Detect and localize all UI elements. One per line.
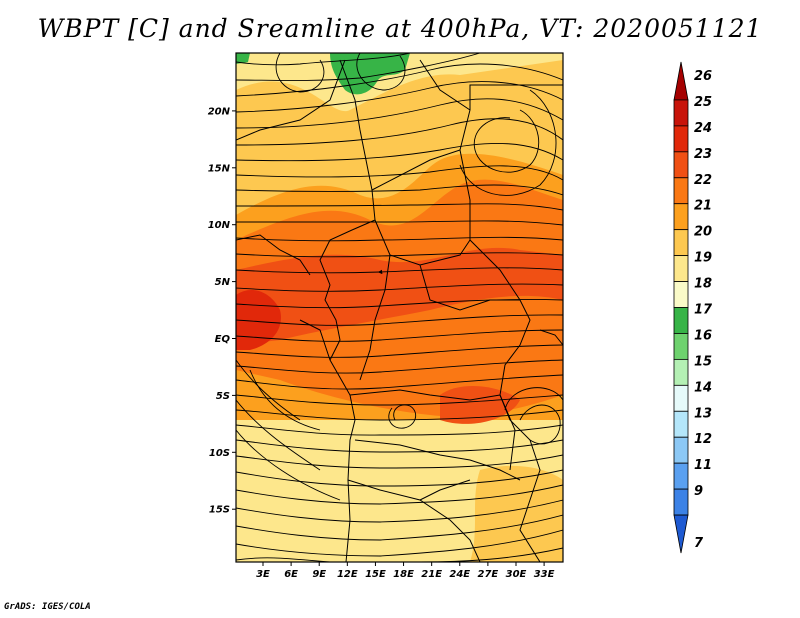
colorbar-swatch	[673, 151, 689, 179]
lon-tick-label: 27E	[478, 569, 499, 580]
colorbar-swatch	[673, 125, 689, 153]
colorbar-label: 11	[694, 458, 712, 473]
colorbar-label: 22	[694, 173, 712, 188]
colorbar-label: 16	[694, 328, 712, 343]
colorbar-swatch	[673, 203, 689, 231]
colorbar-swatch	[673, 177, 689, 205]
lat-tick-label: 20N	[208, 106, 231, 117]
colorbar-swatch	[673, 462, 689, 490]
colorbar-label: 12	[694, 432, 712, 447]
lon-tick-label: 9E	[312, 569, 326, 580]
lat-tick-label: 10S	[209, 448, 230, 459]
colorbar-swatch	[673, 255, 689, 282]
lat-tick-label: 15S	[209, 505, 230, 516]
colorbar-swatch	[673, 384, 689, 412]
colorbar-label: 9	[694, 484, 703, 499]
colorbar-label: 15	[694, 354, 712, 369]
lat-tick-label: 15N	[208, 163, 231, 174]
field-band-23	[236, 247, 563, 345]
colorbar-swatch	[673, 514, 689, 554]
colorbar-swatch	[673, 410, 689, 438]
colorbar-label: 26	[694, 69, 712, 84]
colorbar-label: 24	[694, 121, 712, 136]
colorbar-swatch	[673, 99, 689, 127]
colorbar-label: 14	[694, 380, 712, 395]
field-south-warm	[470, 465, 563, 562]
colorbar: 26 25 24 23 22 21 20 19 18 17 16 15 14 13 12 11 9 7	[673, 61, 713, 554]
field-patch-17	[330, 53, 410, 95]
lon-tick-label: 30E	[506, 569, 527, 580]
latitude-axis: 20N 15N 10N 5N EQ 5S 10S 15S	[208, 106, 236, 516]
plot-frame	[235, 52, 564, 563]
lon-tick-label: 12E	[337, 569, 358, 580]
lon-tick-label: 6E	[284, 569, 298, 580]
lat-tick-label: EQ	[215, 334, 231, 345]
colorbar-swatch	[673, 307, 689, 334]
lat-tick-label: 10N	[208, 220, 231, 231]
field-patch-17b	[236, 53, 250, 64]
streamlines	[236, 53, 563, 562]
colorbar-swatch	[673, 61, 689, 101]
lat-tick-label: 5S	[216, 391, 230, 402]
lon-tick-label: 3E	[256, 569, 270, 580]
longitude-axis: 3E 6E 9E 12E 15E 18E 21E 24E 27E 30E 33E	[256, 562, 555, 580]
colorbar-swatch	[673, 436, 689, 464]
colorbar-label: 19	[694, 251, 712, 266]
colorbar-label: 25	[694, 95, 712, 110]
lon-tick-label: 21E	[421, 569, 442, 580]
colorbar-swatch	[673, 488, 689, 516]
colorbar-swatch	[673, 333, 689, 360]
map-title: WBPT [C] and Sreamline at 400hPa, VT: 20…	[37, 14, 763, 43]
lon-tick-label: 18E	[393, 569, 414, 580]
credit-label: GrADS: IGES/COLA	[4, 602, 91, 612]
colorbar-label: 20	[694, 225, 712, 240]
colorbar-label: 18	[694, 277, 712, 292]
map-plot-area	[236, 53, 563, 562]
lon-tick-label: 33E	[534, 569, 555, 580]
colorbar-label: 17	[694, 303, 713, 318]
colorbar-label: 13	[694, 406, 712, 421]
lon-tick-label: 24E	[449, 569, 470, 580]
colorbar-label: 23	[694, 147, 712, 162]
colorbar-label: 21	[694, 199, 712, 214]
colorbar-label: 7	[694, 536, 704, 551]
lon-tick-label: 15E	[365, 569, 386, 580]
colorbar-swatch	[673, 281, 689, 308]
lat-tick-label: 5N	[215, 277, 231, 288]
colorbar-swatch	[673, 358, 689, 386]
colorbar-swatch	[673, 229, 689, 257]
